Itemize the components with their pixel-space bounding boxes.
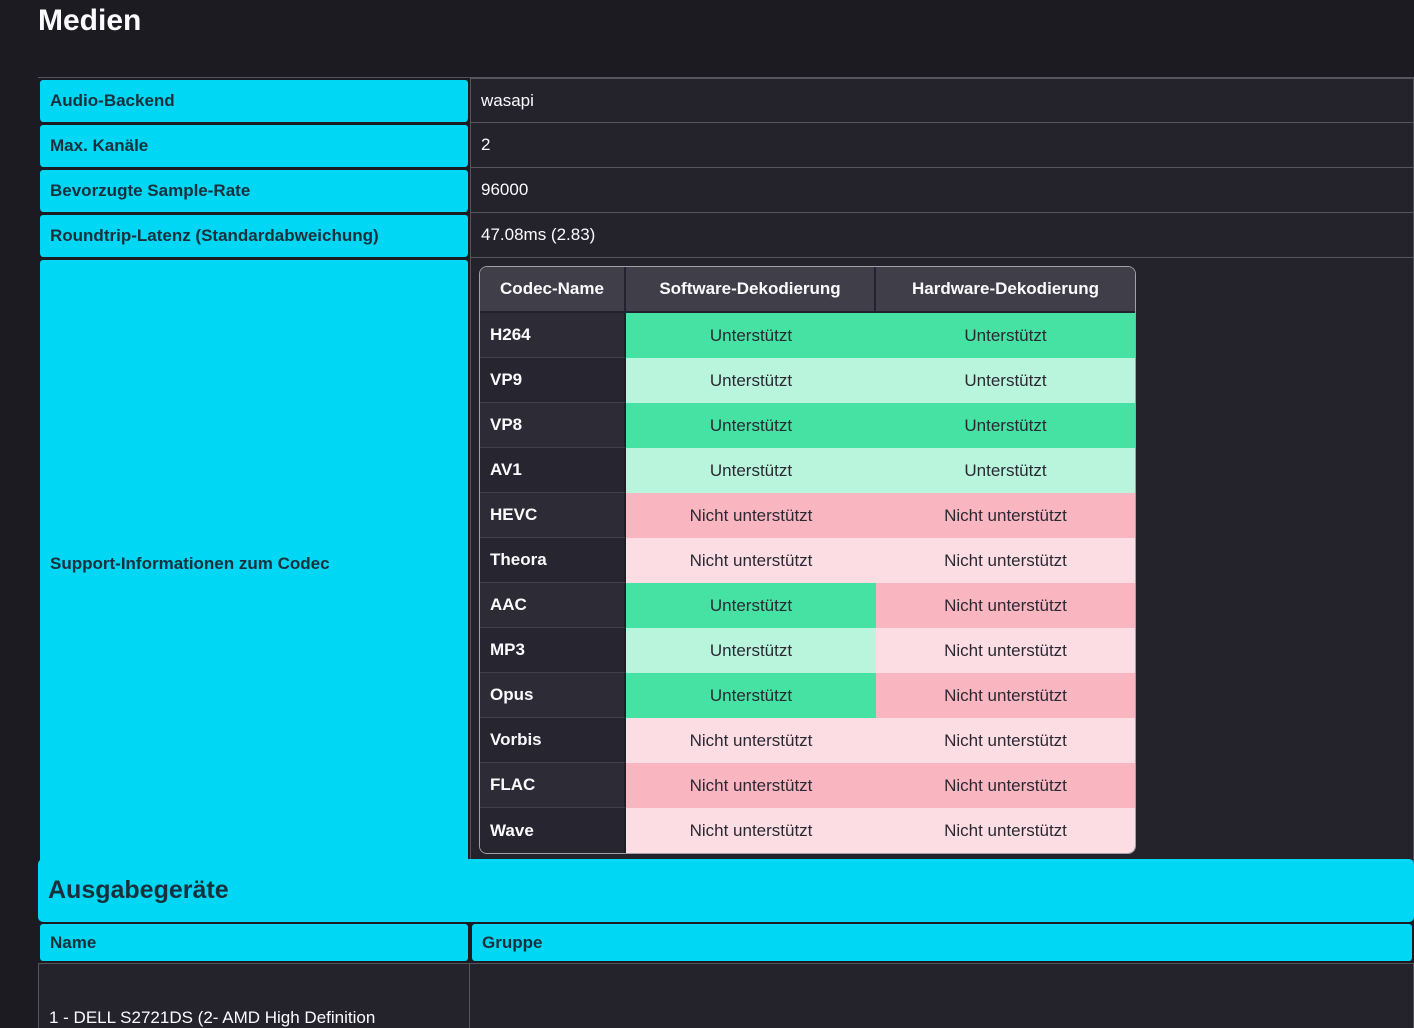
codec-status-supported: Unterstützt bbox=[626, 313, 876, 358]
codec-row: VP8 Unterstützt Unterstützt bbox=[480, 403, 1135, 448]
info-row: Bevorzugte Sample-Rate 96000 bbox=[38, 168, 1414, 213]
page-title: Medien bbox=[38, 4, 142, 37]
info-row-label: Audio-Backend bbox=[38, 78, 470, 123]
codec-row: AV1 Unterstützt Unterstützt bbox=[480, 448, 1135, 493]
codec-row: Theora Nicht unterstützt Nicht unterstützt bbox=[480, 538, 1135, 583]
codec-status-supported: Unterstützt bbox=[626, 403, 876, 448]
info-row: Roundtrip-Latenz (Standardabweichung) 47.… bbox=[38, 213, 1414, 258]
codec-status-not-supported: Nicht unterstützt bbox=[626, 718, 876, 763]
info-row-value: 2 bbox=[470, 123, 1414, 168]
codec-support-value: Codec-Name Software-Dekodierung Hardware-D… bbox=[470, 258, 1414, 868]
codec-row: Wave Nicht unterstützt Nicht unterstützt bbox=[480, 808, 1135, 853]
codec-column-header: Hardware-Dekodierung bbox=[876, 267, 1135, 313]
codec-row: VP9 Unterstützt Unterstützt bbox=[480, 358, 1135, 403]
codec-status-supported: Unterstützt bbox=[876, 358, 1135, 403]
codec-name: H264 bbox=[480, 313, 626, 358]
codec-name: Wave bbox=[480, 808, 626, 853]
codec-column-header: Software-Dekodierung bbox=[626, 267, 876, 313]
codec-status-not-supported: Nicht unterstützt bbox=[876, 808, 1135, 853]
codec-row: H264 Unterstützt Unterstützt bbox=[480, 313, 1135, 358]
codec-row: Vorbis Nicht unterstützt Nicht unterstützt bbox=[480, 718, 1135, 763]
codec-status-not-supported: Nicht unterstützt bbox=[876, 718, 1135, 763]
media-info-table: Audio-Backend wasapi Max. Kanäle 2 Bevorzugt… bbox=[38, 77, 1414, 868]
codec-status-supported: Unterstützt bbox=[876, 403, 1135, 448]
column-header-name: Name bbox=[38, 922, 470, 963]
codec-status-supported: Unterstützt bbox=[626, 448, 876, 493]
codec-name: AV1 bbox=[480, 448, 626, 493]
codec-status-not-supported: Nicht unterstützt bbox=[626, 763, 876, 808]
codec-row: MP3 Unterstützt Nicht unterstützt bbox=[480, 628, 1135, 673]
codec-table: Codec-Name Software-Dekodierung Hardware-D… bbox=[480, 267, 1135, 853]
output-device-row: 1 - DELL S2721DS (2- AMD High Definition bbox=[38, 963, 1414, 1028]
codec-name: Vorbis bbox=[480, 718, 626, 763]
codec-row: Opus Unterstützt Nicht unterstützt bbox=[480, 673, 1135, 718]
info-row: Audio-Backend wasapi bbox=[38, 78, 1414, 123]
codec-status-not-supported: Nicht unterstützt bbox=[876, 628, 1135, 673]
codec-status-not-supported: Nicht unterstützt bbox=[876, 673, 1135, 718]
output-device-name: 1 - DELL S2721DS (2- AMD High Definition bbox=[38, 963, 470, 1028]
codec-status-not-supported: Nicht unterstützt bbox=[626, 538, 876, 583]
codec-support-row: Support-Informationen zum Codec Codec-Nam… bbox=[38, 258, 1414, 868]
codec-status-supported: Unterstützt bbox=[626, 673, 876, 718]
column-header-group: Gruppe bbox=[470, 922, 1414, 963]
codec-name: VP8 bbox=[480, 403, 626, 448]
info-row-value: 96000 bbox=[470, 168, 1414, 213]
codec-name: HEVC bbox=[480, 493, 626, 538]
info-row-value: 47.08ms (2.83) bbox=[470, 213, 1414, 258]
codec-name: MP3 bbox=[480, 628, 626, 673]
codec-status-not-supported: Nicht unterstützt bbox=[876, 583, 1135, 628]
codec-row: HEVC Nicht unterstützt Nicht unterstützt bbox=[480, 493, 1135, 538]
output-device-group bbox=[470, 963, 1414, 1028]
codec-status-not-supported: Nicht unterstützt bbox=[876, 493, 1135, 538]
info-row-label: Bevorzugte Sample-Rate bbox=[38, 168, 470, 213]
codec-name: Theora bbox=[480, 538, 626, 583]
info-row-label: Roundtrip-Latenz (Standardabweichung) bbox=[38, 213, 470, 258]
codec-name: Opus bbox=[480, 673, 626, 718]
info-table-body: Audio-Backend wasapi Max. Kanäle 2 Bevorzugt… bbox=[38, 78, 1414, 868]
codec-row: FLAC Nicht unterstützt Nicht unterstützt bbox=[480, 763, 1135, 808]
codec-status-not-supported: Nicht unterstützt bbox=[876, 538, 1135, 583]
codec-row: AAC Unterstützt Nicht unterstützt bbox=[480, 583, 1135, 628]
codec-status-not-supported: Nicht unterstützt bbox=[876, 763, 1135, 808]
codec-table-wrapper: Codec-Name Software-Dekodierung Hardware-D… bbox=[479, 266, 1136, 854]
codec-status-not-supported: Nicht unterstützt bbox=[626, 493, 876, 538]
output-devices-column-headers: Name Gruppe bbox=[38, 922, 1414, 963]
codec-status-not-supported: Nicht unterstützt bbox=[626, 808, 876, 853]
codec-column-header: Codec-Name bbox=[480, 267, 626, 313]
codec-name: AAC bbox=[480, 583, 626, 628]
codec-status-supported: Unterstützt bbox=[876, 448, 1135, 493]
codec-support-label: Support-Informationen zum Codec bbox=[38, 258, 470, 868]
codec-status-supported: Unterstützt bbox=[626, 358, 876, 403]
codec-status-supported: Unterstützt bbox=[876, 313, 1135, 358]
codec-name: VP9 bbox=[480, 358, 626, 403]
output-devices-section-header: Ausgabegeräte bbox=[38, 859, 1414, 922]
codec-name: FLAC bbox=[480, 763, 626, 808]
info-row: Max. Kanäle 2 bbox=[38, 123, 1414, 168]
info-row-value: wasapi bbox=[470, 78, 1414, 123]
codec-status-supported: Unterstützt bbox=[626, 583, 876, 628]
info-row-label: Max. Kanäle bbox=[38, 123, 470, 168]
codec-header-row: Codec-Name Software-Dekodierung Hardware-D… bbox=[480, 267, 1135, 313]
codec-status-supported: Unterstützt bbox=[626, 628, 876, 673]
